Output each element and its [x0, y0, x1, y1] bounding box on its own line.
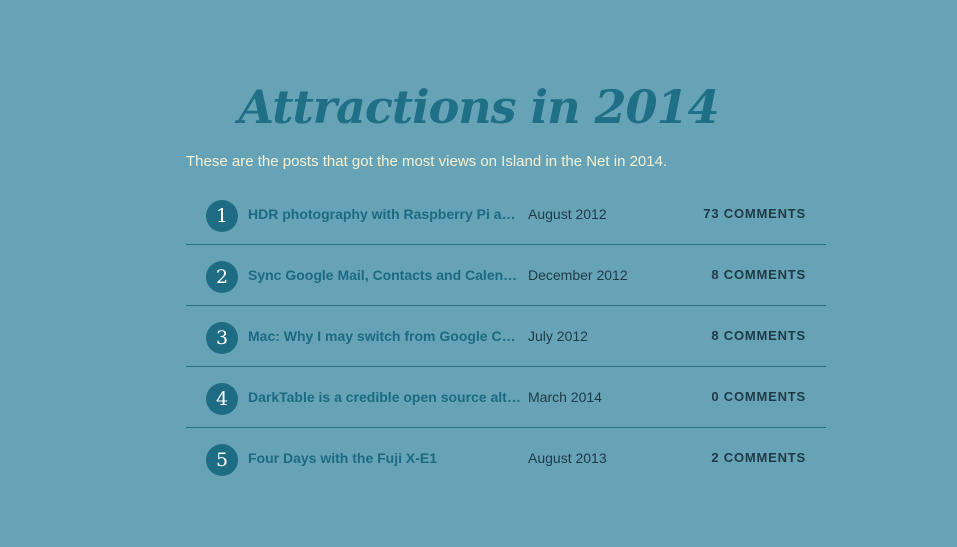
rank-badge: 4 — [206, 383, 238, 415]
popular-posts-list: 1 HDR photography with Raspberry Pi and … — [186, 184, 826, 488]
list-item: 1 HDR photography with Raspberry Pi and … — [186, 184, 826, 245]
post-title-link[interactable]: Four Days with the Fuji X-E1 — [248, 450, 438, 466]
list-item: 2 Sync Google Mail, Contacts and Calenda… — [186, 245, 826, 306]
rank-badge: 1 — [206, 200, 238, 232]
rank-badge: 5 — [206, 444, 238, 476]
post-title-link[interactable]: HDR photography with Raspberry Pi and a … — [248, 206, 524, 222]
comments-link[interactable]: 8 COMMENTS — [711, 328, 806, 343]
post-date: December 2012 — [528, 267, 628, 283]
comments-link[interactable]: 0 COMMENTS — [711, 389, 806, 404]
post-date: August 2012 — [528, 206, 607, 222]
rank-badge: 3 — [206, 322, 238, 354]
comments-link[interactable]: 73 COMMENTS — [703, 206, 806, 221]
post-date: July 2012 — [528, 328, 588, 344]
comments-link[interactable]: 8 COMMENTS — [711, 267, 806, 282]
page-title: Attractions in 2014 — [238, 79, 719, 134]
post-title-link[interactable]: DarkTable is a credible open source alte… — [248, 389, 524, 405]
post-date: August 2013 — [528, 450, 607, 466]
comments-link[interactable]: 2 COMMENTS — [711, 450, 806, 465]
list-item: 3 Mac: Why I may switch from Google Chro… — [186, 306, 826, 367]
rank-badge: 2 — [206, 261, 238, 293]
intro-text: These are the posts that got the most vi… — [186, 153, 668, 170]
post-title-link[interactable]: Sync Google Mail, Contacts and Calendar … — [248, 267, 524, 283]
list-item: 5 Four Days with the Fuji X-E1 August 20… — [186, 428, 826, 488]
post-date: March 2014 — [528, 389, 602, 405]
list-item: 4 DarkTable is a credible open source al… — [186, 367, 826, 428]
post-title-link[interactable]: Mac: Why I may switch from Google Chrome… — [248, 328, 524, 344]
